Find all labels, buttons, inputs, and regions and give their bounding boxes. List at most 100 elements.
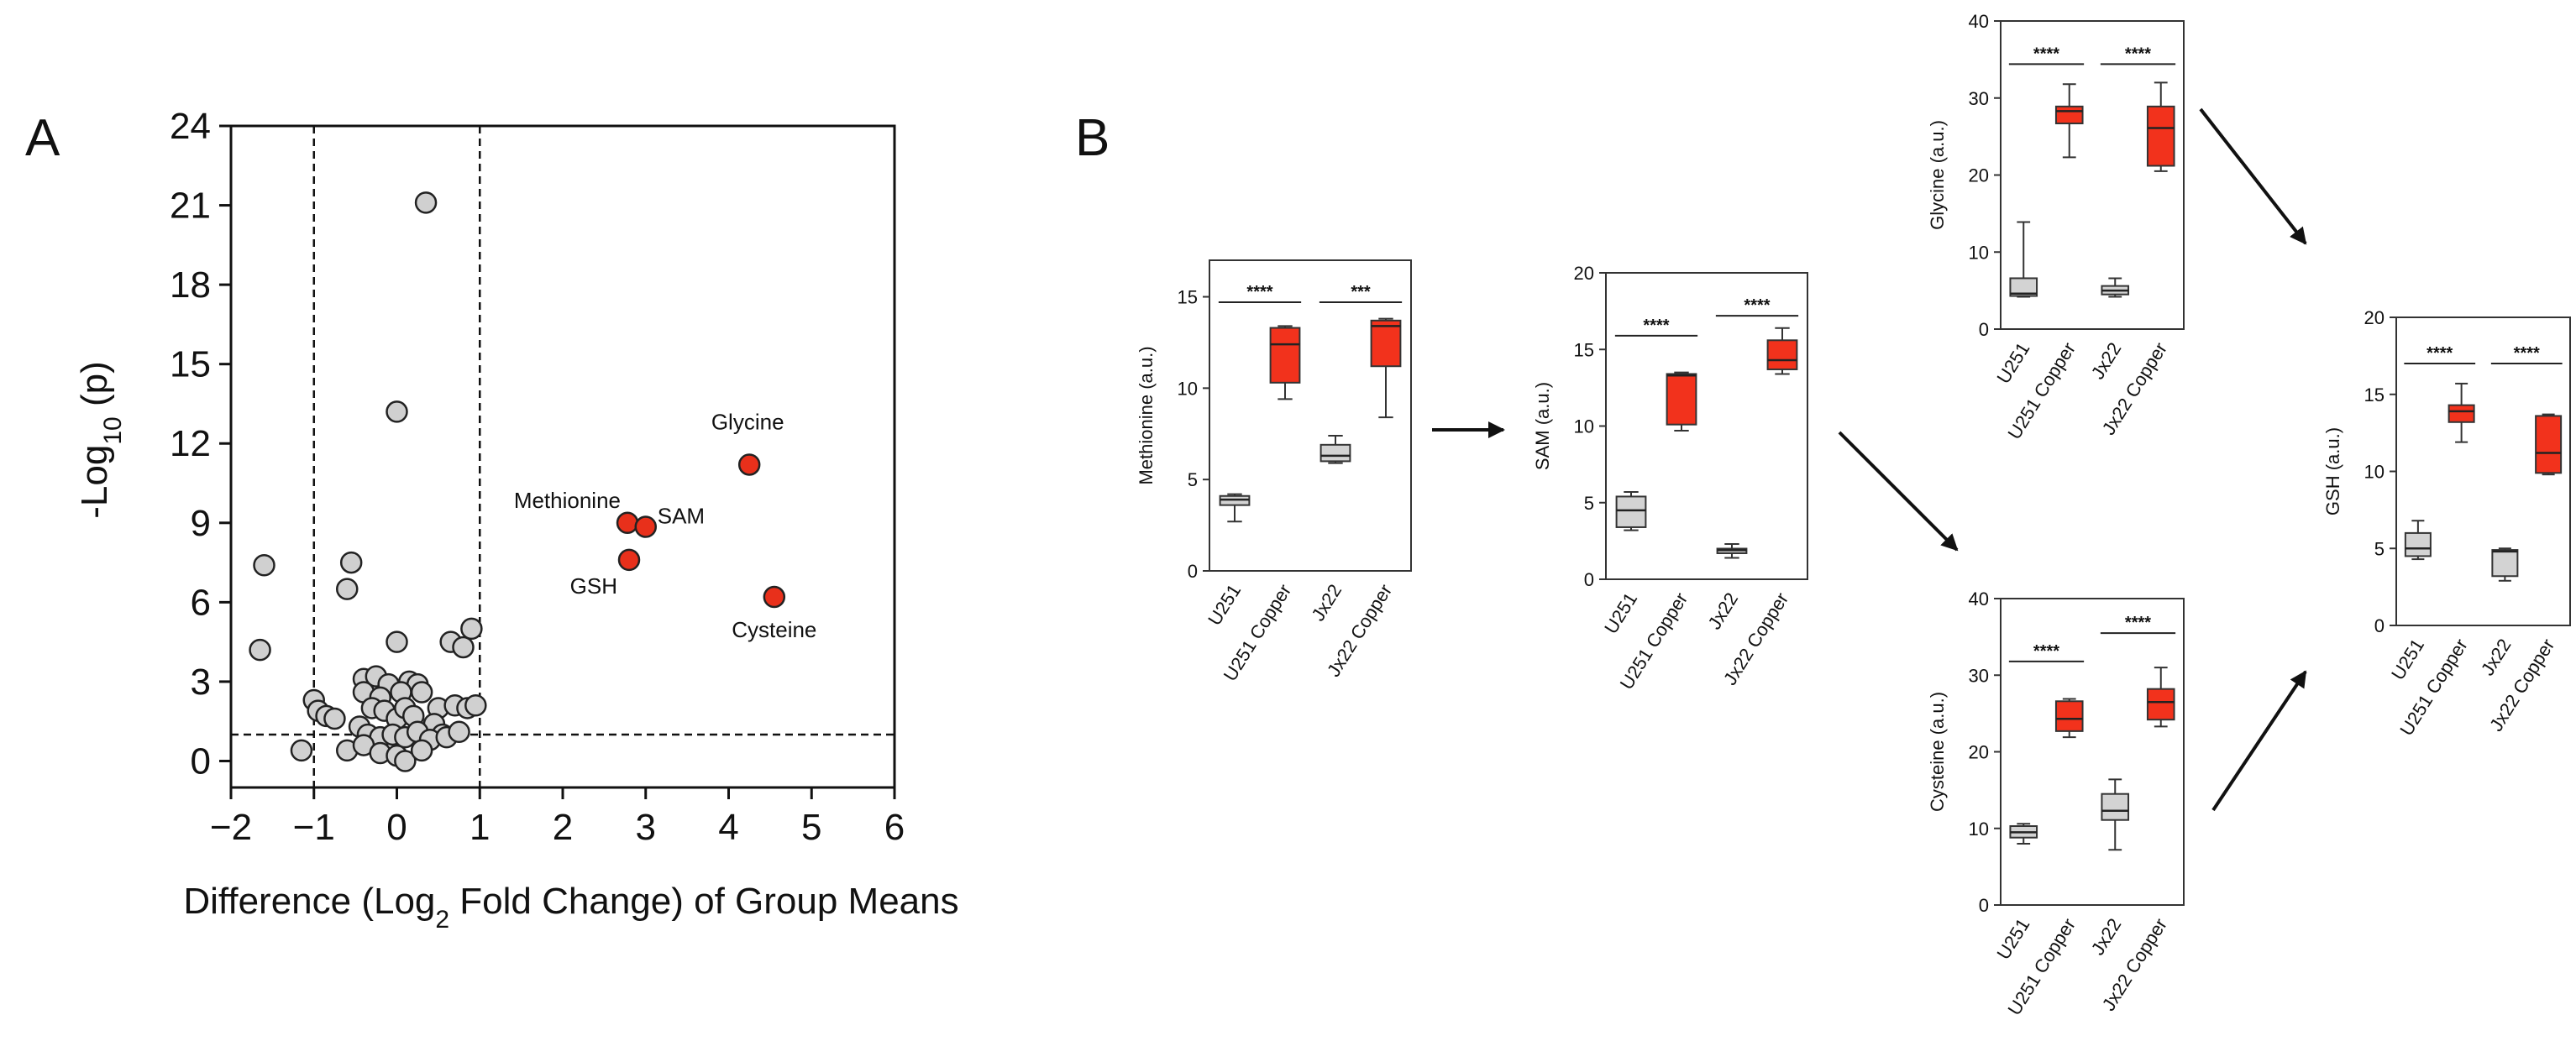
gsh-y-tick-label: 0	[2374, 615, 2385, 636]
volcano-y-axis-title-subscript: 10	[99, 416, 127, 444]
volcano-y-tick-label: 0	[191, 740, 211, 782]
methionine-box	[1269, 327, 1301, 384]
methionine-box	[1319, 443, 1351, 463]
sam-category-label: Jx22	[1703, 589, 1742, 633]
glycine-box	[2054, 105, 2084, 125]
methionine-category-label: U251	[1204, 580, 1245, 629]
methionine-box	[1370, 319, 1402, 368]
glycine-box	[2009, 277, 2038, 297]
volcano-x-axis-title-part: Fold Change) of Group Means	[449, 881, 959, 922]
cysteine-box	[2054, 700, 2084, 732]
volcano-point	[253, 553, 275, 577]
volcano-point	[410, 681, 433, 704]
glycine-significance-label: ****	[2033, 44, 2059, 63]
volcano-highlight-point	[617, 548, 641, 572]
volcano-point	[410, 739, 433, 762]
volcano-point	[464, 694, 487, 717]
cysteine-y-tick-label: 40	[1969, 589, 1989, 609]
volcano-y-axis-title-part: -Log	[74, 445, 115, 519]
volcano-point	[249, 638, 271, 662]
cysteine-category-label: Jx22	[2087, 914, 2126, 959]
gsh-significance-label: ****	[2426, 344, 2453, 363]
volcano-point-label: Methionine	[514, 488, 621, 513]
volcano-x-tick-label: −1	[293, 807, 335, 848]
cysteine-significance-label: ****	[2033, 642, 2059, 661]
gsh-y-tick-label: 10	[2364, 462, 2385, 483]
gsh-box	[2491, 549, 2519, 578]
volcano-point	[386, 630, 408, 653]
volcano-y-axis-title: -Log10 (p)	[74, 361, 127, 518]
volcano-y-tick-label: 6	[191, 582, 211, 623]
glycine-y-tick-label: 10	[1969, 242, 1989, 263]
methionine-plot-frame	[1209, 259, 1412, 572]
sam-y-tick-label: 0	[1584, 569, 1594, 590]
gsh-y-axis-title: GSH (a.u.)	[2322, 427, 2343, 515]
panel-label-a: A	[25, 109, 60, 167]
volcano-y-tick-label: 21	[170, 186, 211, 227]
gsh-significance-label: ****	[2514, 344, 2540, 363]
volcano-y-tick-label: 24	[170, 106, 211, 147]
volcano-point	[336, 578, 359, 600]
cysteine-plot-frame	[2000, 598, 2185, 906]
glycine-significance-label: ****	[2125, 44, 2151, 63]
gsh-category-label: U251	[2387, 635, 2428, 683]
volcano-point-label: GSH	[570, 573, 617, 599]
volcano-point	[452, 636, 475, 659]
volcano-point	[386, 400, 408, 423]
sam-y-tick-label: 5	[1584, 493, 1594, 514]
volcano-point	[394, 750, 417, 772]
glycine-y-tick-label: 40	[1969, 11, 1989, 32]
volcano-point-label: SAM	[658, 504, 705, 529]
panel-label-b: B	[1075, 109, 1110, 167]
methionine-y-tick-label: 0	[1188, 561, 1198, 582]
glycine-category-label: U251	[1992, 338, 2033, 387]
volcano-x-tick-label: 4	[718, 807, 738, 848]
cysteine-y-tick-label: 30	[1969, 665, 1989, 686]
gsh-y-tick-label: 5	[2374, 538, 2385, 559]
gsh-box	[2535, 415, 2563, 474]
glycine-box	[2146, 105, 2175, 167]
glycine-y-tick-label: 30	[1969, 88, 1989, 109]
methionine-y-tick-label: 5	[1188, 469, 1198, 490]
methionine-y-tick-label: 10	[1178, 378, 1198, 399]
volcano-y-tick-label: 12	[170, 423, 211, 464]
cysteine-box	[2101, 793, 2130, 821]
arrow-sam-to-cysteine	[1838, 431, 1959, 552]
methionine-y-axis-title: Methionine (a.u.)	[1136, 346, 1157, 484]
volcano-point	[414, 191, 438, 214]
cysteine-y-tick-label: 0	[1979, 895, 1989, 916]
sam-box	[1615, 495, 1647, 528]
glycine-category-label: Jx22	[2087, 338, 2126, 383]
volcano-y-tick-label: 18	[170, 264, 211, 306]
volcano-x-tick-label: 6	[884, 807, 905, 848]
volcano-y-tick-label: 9	[191, 503, 211, 544]
volcano-point	[290, 739, 313, 762]
volcano-x-tick-label: 0	[386, 807, 407, 848]
volcano-highlight-point	[737, 453, 761, 476]
volcano-x-tick-label: 2	[553, 807, 573, 848]
volcano-point-label: Glycine	[711, 409, 784, 434]
gsh-y-tick-label: 15	[2364, 385, 2385, 405]
cysteine-significance-label: ****	[2125, 614, 2151, 632]
volcano-point	[448, 720, 470, 744]
pathway-arrows	[1432, 107, 2307, 812]
volcano-plot: −2 −1 0 1 2 3 4 5 603691215182124MethionineSAMGS…	[74, 106, 959, 934]
gsh-y-tick-label: 20	[2364, 307, 2385, 328]
sam-box	[1666, 373, 1697, 426]
sam-significance-label: ****	[1643, 317, 1669, 335]
cysteine-y-tick-label: 20	[1969, 742, 1989, 763]
volcano-point-label: Cysteine	[732, 617, 816, 642]
glycine-y-axis-title: Glycine (a.u.)	[1927, 120, 1948, 230]
cysteine-y-axis-title: Cysteine (a.u.)	[1927, 692, 1948, 812]
volcano-x-tick-label: −2	[210, 807, 252, 848]
volcano-y-axis-title-part: (p)	[74, 361, 115, 416]
arrow-glycine-to-gsh	[2199, 107, 2307, 245]
volcano-x-tick-label: 3	[636, 807, 656, 848]
volcano-frame	[229, 124, 896, 789]
